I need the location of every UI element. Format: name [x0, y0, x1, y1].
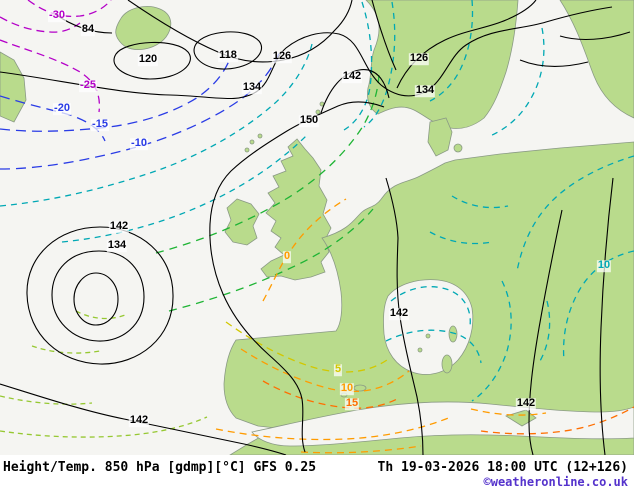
island-med-small-1 — [425, 333, 431, 339]
temp-contour-africa-3 — [480, 406, 634, 435]
temp-contour-africa-1 — [215, 416, 452, 441]
caption-datetime: Th 19-03-2026 18:00 UTC (12+126) — [377, 460, 628, 475]
temp-contours-lightgreen — [0, 310, 208, 438]
temp-contour-purple-arc — [0, 16, 81, 33]
height-contours-layer — [0, 0, 631, 455]
temp-contour-minus30 — [27, 0, 112, 18]
temp-contour-cyan-9 — [390, 286, 471, 327]
temp-contour-lg-3 — [75, 310, 126, 320]
height-contour-loop-120 — [113, 41, 191, 80]
height-contour-low-ring-mid — [51, 250, 145, 342]
temp-contour-zero — [262, 198, 347, 302]
island-hebrides-1 — [249, 139, 255, 145]
temp-contour-italy-south — [470, 408, 547, 416]
temp-contour-lg-1 — [0, 395, 93, 405]
temp-contour-cyan-8 — [562, 250, 634, 362]
height-contour-134-long — [0, 6, 613, 100]
temp-contour-cyan-5 — [429, 0, 474, 102]
temp-contour-cyan-1 — [0, 43, 313, 207]
height-contour-142-right — [528, 209, 563, 455]
island-med-small-2 — [417, 347, 423, 353]
temp-contours-purple — [0, 0, 112, 113]
temp-contour-cyan-2 — [61, 134, 308, 243]
island-ibiza — [340, 392, 348, 398]
temp-contour-cyan-6 — [489, 27, 545, 137]
temp-contours-orange-deep — [262, 380, 634, 435]
land-finland — [559, 0, 634, 119]
temp-contour-minus15 — [0, 60, 230, 132]
temp-contour-plus5 — [225, 321, 388, 373]
island-hebrides-3 — [244, 147, 250, 153]
height-contour-low-ring-inner — [73, 272, 119, 326]
height-contour-loop-118 — [193, 31, 262, 70]
island-shetland-1 — [315, 109, 321, 115]
island-hebrides-2 — [257, 133, 263, 139]
height-contour-142-bottom — [0, 383, 287, 455]
land-greenland-edge — [0, 51, 27, 123]
land-denmark — [427, 117, 453, 157]
temp-contour-africa-2 — [300, 445, 422, 454]
temp-contour-cyan-11 — [471, 280, 512, 402]
copyright-notice: ©weatheronline.co.uk — [483, 475, 629, 489]
height-contour-low-ring-outer — [26, 226, 174, 365]
temp-contour-lg-2 — [0, 416, 208, 438]
temp-contour-minus25 — [0, 39, 101, 113]
temp-contour-green-1 — [155, 70, 380, 254]
height-contour-topright-2 — [519, 59, 589, 67]
island-mallorca — [353, 384, 367, 392]
caption-parameter: Height/Temp. 850 hPa [gdmp][°C] GFS 0.25 — [3, 460, 317, 475]
weather-map: 84 120 118 126 134 142 126 134 150 142 134 142 142 14… — [0, 0, 634, 455]
height-contour-north-link — [371, 0, 397, 71]
height-contour-142-arc — [320, 69, 390, 114]
temp-contour-plus15 — [262, 380, 398, 409]
temp-contours-green — [155, 70, 380, 312]
temp-contour-cyan-3 — [343, 1, 373, 131]
land-scandinavia — [365, 0, 519, 129]
land-britain — [260, 138, 332, 281]
temp-contours-yellow — [225, 321, 388, 373]
sea-mediterranean-band — [251, 401, 634, 447]
height-contour-right-edge — [599, 177, 614, 455]
temp-contour-cyan-10 — [385, 329, 482, 364]
island-sardinia — [441, 354, 453, 374]
temp-contour-cyan-14 — [429, 231, 493, 245]
land-danish-island — [453, 143, 463, 153]
temp-contour-green-2 — [168, 208, 374, 312]
land-iceland — [115, 6, 172, 51]
height-contour-topright-1 — [559, 31, 631, 40]
temp-contour-cyan-12 — [539, 300, 551, 362]
height-contour-150-trough — [209, 101, 385, 453]
map-canvas — [0, 0, 634, 455]
temp-contour-cyan-13 — [451, 195, 509, 209]
caption-bar: Height/Temp. 850 hPa [gdmp][°C] GFS 0.25… — [0, 455, 634, 490]
island-corsica — [448, 325, 458, 343]
